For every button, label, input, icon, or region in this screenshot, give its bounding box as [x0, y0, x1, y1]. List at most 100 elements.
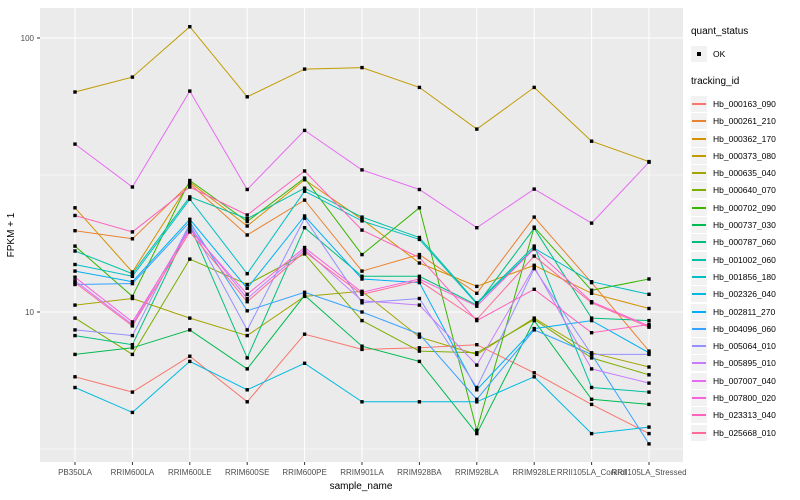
data-point	[245, 219, 249, 224]
data-point	[245, 187, 249, 192]
data-point	[245, 300, 249, 304]
legend-swatch-line	[692, 362, 706, 365]
data-point	[589, 291, 594, 295]
data-point	[73, 303, 77, 307]
data-point	[475, 388, 479, 392]
data-point	[188, 25, 192, 29]
data-point	[589, 331, 594, 335]
data-point	[647, 306, 651, 311]
data-point	[532, 247, 536, 251]
data-point	[302, 198, 307, 202]
data-point	[245, 217, 249, 221]
data-point	[245, 233, 249, 237]
data-point	[532, 85, 536, 90]
data-point	[245, 328, 249, 332]
data-point	[417, 279, 422, 283]
data-point	[302, 186, 307, 190]
legend-item: Hb_007007_040	[691, 372, 799, 389]
legend-item-label: Hb_000373_080	[713, 150, 776, 161]
data-point	[188, 197, 192, 201]
legend-item-label: Hb_001856_180	[713, 271, 776, 282]
legend-swatch-line	[692, 224, 706, 227]
data-point	[245, 296, 249, 301]
legend-item: Hb_002811_270	[691, 303, 799, 320]
legend-key-box	[691, 45, 707, 62]
data-point	[589, 352, 594, 357]
legend-key-box	[691, 389, 707, 406]
data-point	[245, 286, 249, 290]
data-point	[589, 139, 594, 143]
data-point	[647, 292, 651, 296]
data-point	[188, 185, 192, 189]
data-point	[360, 310, 364, 314]
data-point	[589, 356, 594, 360]
data-point	[589, 318, 594, 323]
legend-item-label: Hb_023313_040	[713, 410, 776, 421]
legend-key-box	[691, 182, 707, 199]
legend-key-box	[691, 217, 707, 234]
data-point	[73, 328, 77, 332]
data-point	[360, 277, 364, 281]
data-point	[130, 272, 135, 276]
data-point	[130, 352, 135, 357]
data-point	[302, 128, 307, 133]
data-point	[647, 325, 651, 329]
data-point	[245, 282, 249, 287]
data-point	[417, 85, 422, 90]
data-point	[417, 332, 422, 336]
data-point	[417, 261, 422, 265]
data-point	[589, 367, 594, 371]
data-point	[73, 90, 77, 94]
legend-item-label: Hb_002326_040	[713, 289, 776, 300]
data-point	[302, 332, 307, 336]
legend-item: Hb_000261_210	[691, 113, 799, 130]
legend-swatch-line	[692, 206, 706, 209]
legend-swatch-line	[692, 172, 706, 175]
data-point	[417, 296, 422, 301]
data-point	[245, 333, 249, 338]
data-point	[73, 282, 77, 287]
data-point	[360, 215, 364, 219]
data-point	[417, 303, 422, 307]
data-point	[589, 431, 594, 436]
x-tick-label: RRIM928LA	[455, 468, 499, 477]
data-point	[417, 252, 422, 257]
data-point	[188, 178, 192, 183]
data-point	[73, 375, 77, 379]
legend-key-box	[691, 407, 707, 424]
data-point	[130, 185, 135, 189]
series-points	[73, 25, 651, 446]
data-point	[417, 359, 422, 364]
data-point	[245, 224, 249, 228]
legend-item: Hb_025668_010	[691, 424, 799, 441]
data-point	[130, 280, 135, 284]
y-axis-title: FPKM + 1	[6, 212, 17, 257]
x-tick-label: RRIM928LE	[512, 468, 556, 477]
data-point	[245, 388, 249, 392]
axis-tick-labels: 100 10 PB350LA RRIM600LA RRIM600LE RRIM600SE R…	[21, 34, 687, 477]
data-point	[360, 344, 364, 348]
data-point	[589, 397, 594, 401]
legend-item: Hb_005064_010	[691, 337, 799, 355]
legend-item-label: Hb_007007_040	[713, 375, 776, 386]
y-tick-label: 10	[25, 308, 34, 317]
legend-key-box	[691, 372, 707, 389]
data-point	[73, 279, 77, 283]
legend-swatch-line	[692, 189, 706, 192]
data-point	[302, 361, 307, 365]
legend-item-label: Hb_007800_020	[713, 392, 776, 403]
data-point	[417, 206, 422, 210]
data-point	[647, 318, 651, 323]
data-point	[130, 324, 135, 328]
legend-item-label: Hb_000787_060	[713, 237, 776, 248]
data-point	[532, 187, 536, 191]
legend-item-label: Hb_000362_170	[713, 133, 776, 144]
legend-swatch-line	[692, 414, 706, 417]
data-point	[417, 277, 422, 281]
legend-key-box	[691, 165, 707, 182]
data-point	[589, 385, 594, 390]
data-point	[475, 431, 479, 436]
legend-item-ok: OK	[691, 45, 799, 62]
legend-item-label: Hb_000261_210	[713, 116, 776, 127]
data-point	[360, 299, 364, 303]
